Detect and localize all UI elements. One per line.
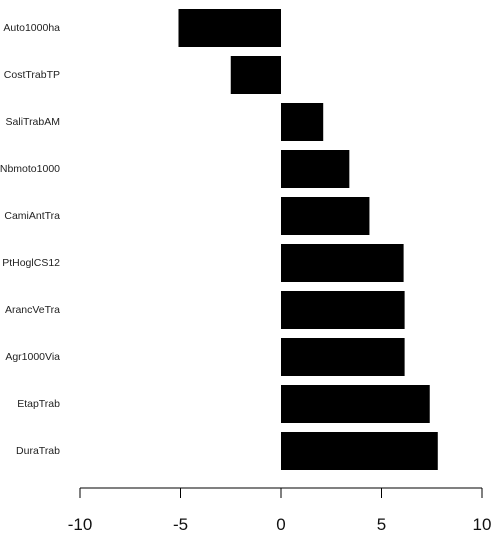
bar-Agr1000Via [281, 338, 405, 376]
bar-Auto1000ha [178, 9, 281, 47]
category-label-Agr1000Via: Agr1000Via [5, 351, 60, 363]
bar-EtapTrab [281, 385, 430, 423]
category-label-Nbmoto1000: Nbmoto1000 [0, 163, 60, 175]
category-label-CostTrabTP: CostTrabTP [4, 69, 60, 81]
bar-CostTrabTP [230, 56, 281, 94]
bar-DuraTrab [281, 432, 438, 470]
bar-PtHoglCS12 [281, 244, 404, 282]
category-label-SaliTrabAM: SaliTrabAM [6, 116, 60, 128]
x-tick-label-0: 0 [276, 515, 285, 534]
bars-group [178, 9, 438, 470]
category-label-Auto1000ha: Auto1000ha [3, 22, 60, 34]
category-label-ArancVeTra: ArancVeTra [5, 304, 60, 316]
bar-ArancVeTra [281, 291, 405, 329]
bar-SaliTrabAM [281, 103, 324, 141]
bar-CamiAntTra [281, 197, 370, 235]
category-label-PtHoglCS12: PtHoglCS12 [2, 257, 60, 269]
category-label-CamiAntTra: CamiAntTra [4, 210, 60, 222]
x-tick-label--5: -5 [173, 515, 188, 534]
category-label-EtapTrab: EtapTrab [17, 398, 60, 410]
category-label-DuraTrab: DuraTrab [16, 445, 60, 457]
x-tick-label-5: 5 [377, 515, 386, 534]
category-labels-group: Auto1000ha CostTrabTP SaliTrabAM Nbmoto1000… [0, 22, 60, 457]
x-axis: -10 -5 0 5 10 [68, 487, 492, 534]
bar-Nbmoto1000 [281, 150, 350, 188]
x-tick-label-10: 10 [473, 515, 492, 534]
x-tick-label--10: -10 [68, 515, 93, 534]
